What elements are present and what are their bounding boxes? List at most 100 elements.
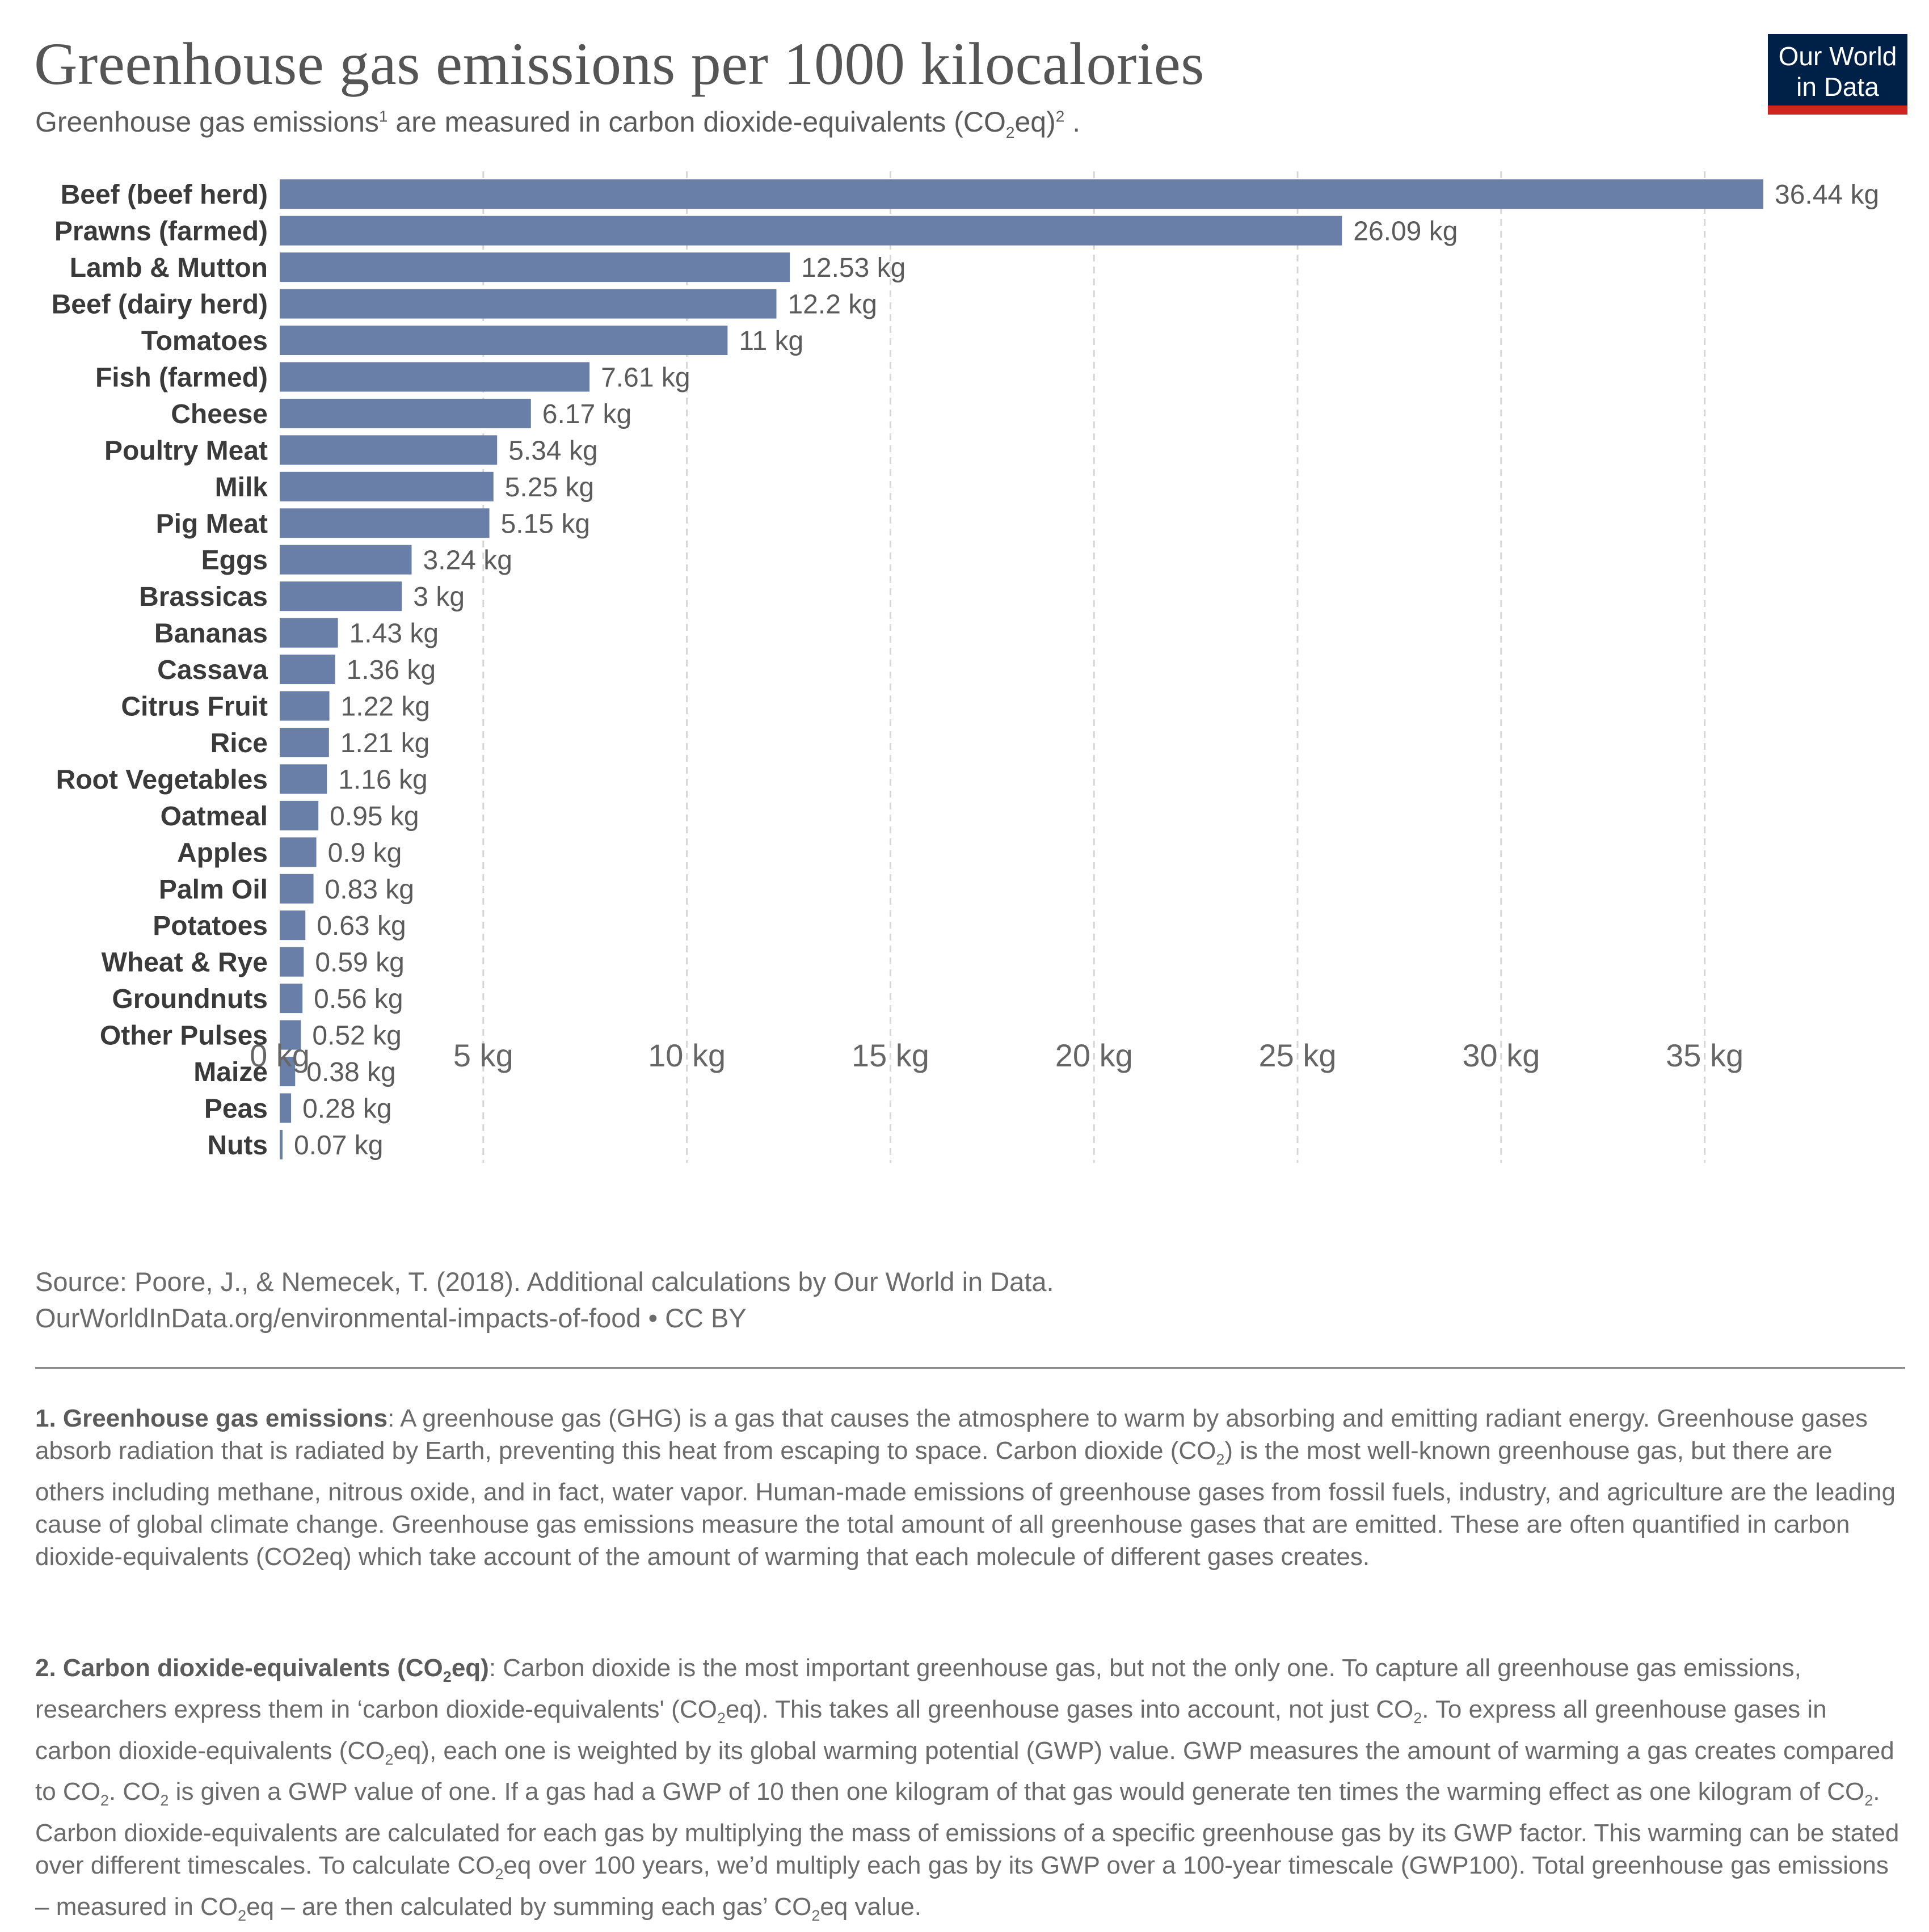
bar[interactable] bbox=[280, 1129, 283, 1159]
bar[interactable] bbox=[280, 1020, 301, 1050]
footnote-title-text: eq) bbox=[451, 1654, 489, 1682]
value-label: 1.36 kg bbox=[347, 655, 436, 685]
bar[interactable] bbox=[280, 764, 327, 794]
x-tick-label: 35 kg bbox=[1666, 1037, 1743, 1073]
bar[interactable] bbox=[280, 1093, 292, 1123]
bar[interactable] bbox=[280, 947, 304, 977]
value-label: 5.34 kg bbox=[508, 436, 597, 466]
value-label: 36.44 kg bbox=[1775, 180, 1879, 210]
x-tick-label: 5 kg bbox=[453, 1037, 513, 1073]
category-label: Fish (farmed) bbox=[95, 362, 268, 393]
footnote-text: ) is the most well-known greenhouse gas,… bbox=[35, 1437, 1896, 1571]
category-label: Oatmeal bbox=[161, 802, 268, 832]
value-label: 0.59 kg bbox=[315, 948, 404, 978]
footnote-text: eq), each one is weighted by its global … bbox=[35, 1736, 1894, 1806]
footnote-2-title: 2. Carbon dioxide-equivalents (CO2eq) bbox=[35, 1654, 489, 1685]
bars bbox=[280, 179, 1763, 1159]
category-label: Cassava bbox=[157, 655, 268, 685]
value-label: 3 kg bbox=[413, 582, 465, 612]
source-url[interactable]: OurWorldInData.org/environmental-impacts… bbox=[35, 1303, 747, 1333]
category-label: Apples bbox=[177, 838, 268, 868]
footnote-text: : A greenhouse gas (GHG) is a gas that c… bbox=[35, 1404, 1868, 1465]
bar[interactable] bbox=[280, 435, 498, 465]
footnote-2: 2. Carbon dioxide-equivalents (CO2eq): C… bbox=[35, 1652, 1907, 1932]
footnote-text: : Carbon dioxide is the most important g… bbox=[35, 1654, 1801, 1723]
footnote-text: . To express all greenhouse gases in car… bbox=[35, 1695, 1827, 1765]
value-label: 0.07 kg bbox=[294, 1130, 383, 1161]
value-label: 12.2 kg bbox=[787, 290, 877, 320]
footnote-text: . CO bbox=[108, 1778, 161, 1806]
value-label: 26.09 kg bbox=[1353, 217, 1458, 247]
category-label: Brassicas bbox=[139, 582, 268, 612]
bar[interactable] bbox=[280, 910, 306, 940]
value-label: 11 kg bbox=[739, 326, 803, 356]
bar[interactable] bbox=[280, 179, 1763, 209]
value-label: 1.21 kg bbox=[340, 728, 429, 758]
category-label: Palm Oil bbox=[159, 875, 268, 905]
divider bbox=[35, 1367, 1905, 1369]
category-label: Citrus Fruit bbox=[121, 692, 268, 722]
logo-accent-bar bbox=[1768, 106, 1907, 115]
bar[interactable] bbox=[280, 691, 330, 721]
footnote-text: . Carbon dioxide-equivalents are calcula… bbox=[35, 1778, 1899, 1880]
bar[interactable] bbox=[280, 252, 790, 282]
category-label: Beef (dairy herd) bbox=[52, 290, 268, 320]
grid-lines bbox=[482, 171, 1706, 1163]
footnote-text: eq value. bbox=[820, 1892, 921, 1921]
bar[interactable] bbox=[280, 1057, 296, 1087]
bar[interactable] bbox=[280, 581, 402, 611]
value-label: 3.24 kg bbox=[423, 546, 512, 576]
logo-line-2: in Data bbox=[1796, 72, 1879, 102]
labels: 0 kg 5 kg 10 kg 15 kg 20 kg 25 kg 30 kg 35 kg Be… bbox=[52, 180, 1880, 1161]
value-label: 0.83 kg bbox=[325, 875, 414, 905]
value-label: 0.95 kg bbox=[330, 802, 419, 832]
chart-title: Greenhouse gas emissions per 1000 kiloca… bbox=[34, 31, 1205, 97]
value-label: 1.22 kg bbox=[341, 692, 430, 722]
source-line: Source: Poore, J., & Nemecek, T. (2018).… bbox=[35, 1267, 1054, 1297]
bar[interactable] bbox=[280, 618, 338, 648]
bar[interactable] bbox=[280, 289, 777, 319]
bar[interactable] bbox=[280, 398, 531, 428]
subscript: 2 bbox=[160, 1792, 169, 1809]
category-label: Milk bbox=[215, 473, 268, 503]
bar[interactable] bbox=[280, 727, 329, 757]
bar[interactable] bbox=[280, 655, 335, 685]
footnote-text: is given a GWP value of one. If a gas ha… bbox=[169, 1778, 1865, 1806]
footnote-1: 1. Greenhouse gas emissions: A greenhous… bbox=[35, 1402, 1907, 1573]
subscript: 2 bbox=[238, 1906, 247, 1924]
footnote-text: eq – are then calculated by summing each… bbox=[246, 1892, 812, 1921]
category-label: Eggs bbox=[201, 546, 268, 576]
bar[interactable] bbox=[280, 216, 1342, 246]
x-tick-label: 20 kg bbox=[1055, 1037, 1133, 1073]
subscript: 2 bbox=[1413, 1709, 1422, 1727]
subscript: 2 bbox=[1864, 1792, 1873, 1809]
value-label: 5.25 kg bbox=[505, 473, 594, 503]
bar[interactable] bbox=[280, 326, 728, 356]
subscript: 2 bbox=[811, 1906, 820, 1924]
subscript: 2 bbox=[495, 1865, 504, 1883]
category-label: Beef (beef herd) bbox=[61, 180, 268, 210]
value-label: 7.61 kg bbox=[601, 362, 690, 393]
bar[interactable] bbox=[280, 508, 490, 538]
bar[interactable] bbox=[280, 874, 314, 904]
category-label: Groundnuts bbox=[112, 984, 268, 1014]
value-label: 0.56 kg bbox=[314, 984, 403, 1014]
value-label: 0.9 kg bbox=[328, 838, 402, 868]
bar[interactable] bbox=[280, 984, 303, 1014]
source-note: Source: Poore, J., & Nemecek, T. (2018).… bbox=[35, 1264, 1054, 1336]
x-tick-label: 30 kg bbox=[1462, 1037, 1540, 1073]
bar[interactable] bbox=[280, 471, 494, 501]
bar[interactable] bbox=[280, 362, 590, 392]
bar[interactable] bbox=[280, 545, 412, 575]
category-label: Cheese bbox=[171, 399, 268, 429]
bar[interactable] bbox=[280, 837, 317, 867]
footnote-ref-1[interactable]: 1 bbox=[378, 107, 388, 125]
value-label: 0.38 kg bbox=[306, 1057, 395, 1087]
value-label: 0.28 kg bbox=[302, 1094, 391, 1124]
footnote-text: eq over 100 years, we’d multiply each ga… bbox=[35, 1851, 1889, 1921]
category-label: Prawns (farmed) bbox=[54, 217, 268, 247]
bar[interactable] bbox=[280, 800, 319, 830]
owid-logo[interactable]: Our World in Data bbox=[1768, 34, 1907, 115]
value-label: 12.53 kg bbox=[801, 253, 905, 283]
footnote-ref-2[interactable]: 2 bbox=[1055, 107, 1065, 125]
